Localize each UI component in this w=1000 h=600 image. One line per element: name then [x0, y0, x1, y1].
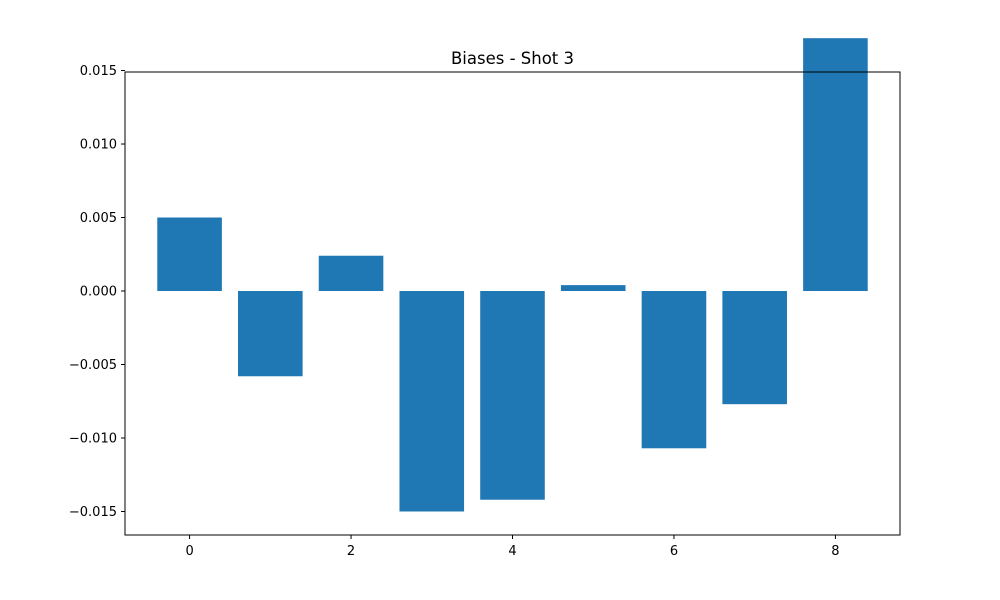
y-tick-label: 0.010: [80, 138, 117, 153]
bar-2: [318, 255, 384, 292]
bar-8: [803, 38, 868, 292]
bar-6: [641, 291, 707, 449]
x-tick-label: 6: [670, 544, 678, 559]
y-axis: −0.015 −0.010 −0.005 0.000 0.005 0.010 0.015: [69, 64, 125, 520]
y-tick-label: −0.005: [69, 358, 117, 373]
y-tick-label: 0.005: [80, 211, 117, 226]
chart-title: Biases - Shot 3: [451, 49, 574, 68]
bar-0: [157, 217, 222, 292]
bar-3: [399, 291, 465, 512]
y-tick-label: 0.000: [80, 285, 117, 300]
bar-1: [238, 291, 303, 377]
y-tick-label: 0.015: [80, 64, 117, 79]
x-tick-label: 8: [831, 544, 839, 559]
bars-layer: [157, 38, 868, 512]
bar-4: [480, 291, 545, 500]
y-tick-label: −0.015: [69, 505, 117, 520]
y-tick-label: −0.010: [69, 431, 117, 446]
bar-5: [560, 285, 626, 292]
x-tick-label: 2: [347, 544, 355, 559]
x-tick-label: 0: [185, 544, 193, 559]
x-axis: 0 2 4 6 8: [185, 535, 840, 559]
bar-7: [722, 291, 787, 405]
x-tick-label: 4: [508, 544, 516, 559]
